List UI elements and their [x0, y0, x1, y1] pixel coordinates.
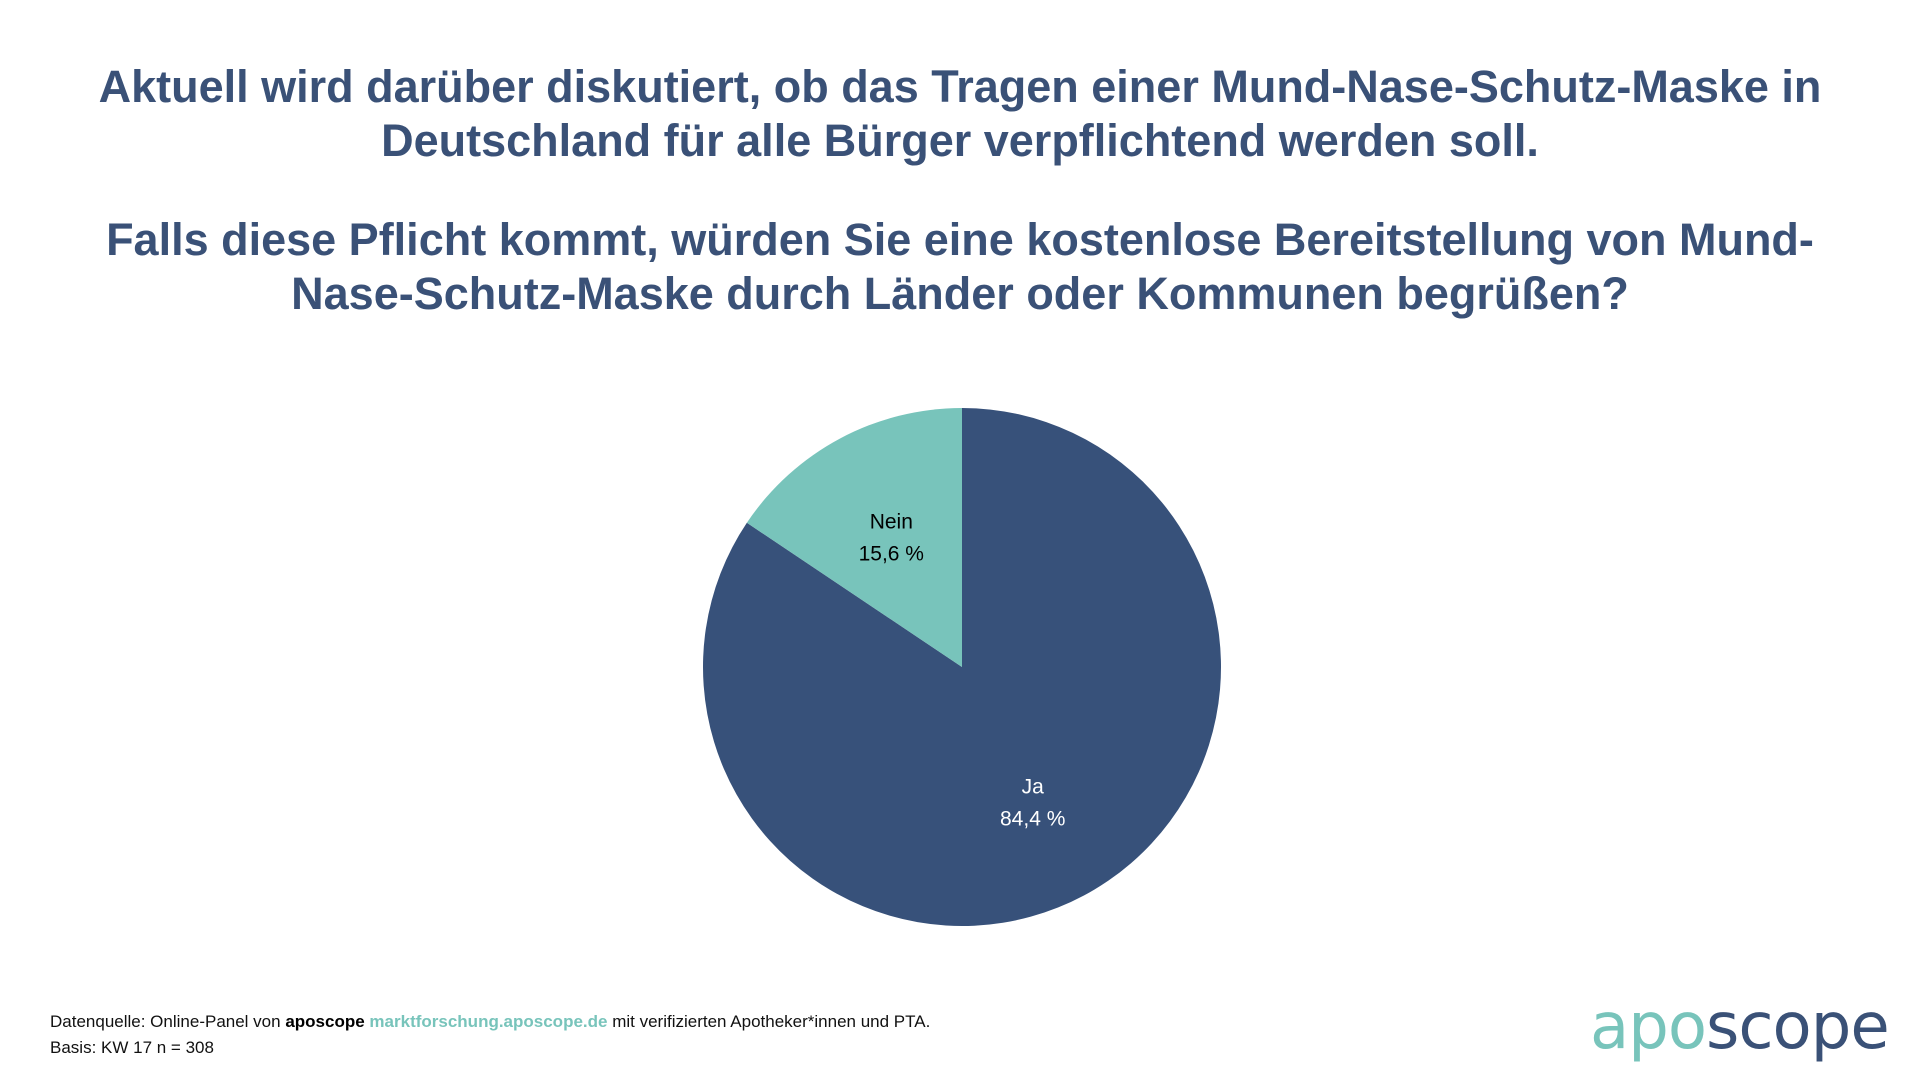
headline-question: Falls diese Pflicht kommt, würden Sie ei…	[106, 214, 1814, 319]
pie-slice-ja	[703, 408, 1222, 926]
logo-part-scope: scope	[1706, 990, 1890, 1064]
slice-value-ja: 84,4 %	[1000, 808, 1065, 831]
source-prefix: Datenquelle: Online-Panel von	[50, 1012, 286, 1031]
source-link[interactable]: marktforschung.aposcope.de	[369, 1012, 608, 1031]
sample-basis-note: Basis: KW 17 n = 308	[50, 1038, 214, 1057]
source-brand: aposcope	[285, 1012, 365, 1031]
headline-context: Aktuell wird darüber diskutiert, ob das …	[98, 61, 1822, 166]
pie-slice-nein	[746, 408, 962, 667]
slice-value-nein: 15,6 %	[859, 542, 924, 565]
logo-part-apo: apo	[1590, 990, 1707, 1064]
slice-label-nein: Nein	[870, 510, 913, 533]
data-source-note: Datenquelle: Online-Panel von aposcope m…	[50, 1009, 930, 1035]
slice-label-ja: Ja	[1022, 776, 1045, 799]
aposcope-logo: aposcope	[1590, 990, 1890, 1064]
source-suffix: mit verifizierten Apotheker*innen und PT…	[607, 1012, 931, 1031]
